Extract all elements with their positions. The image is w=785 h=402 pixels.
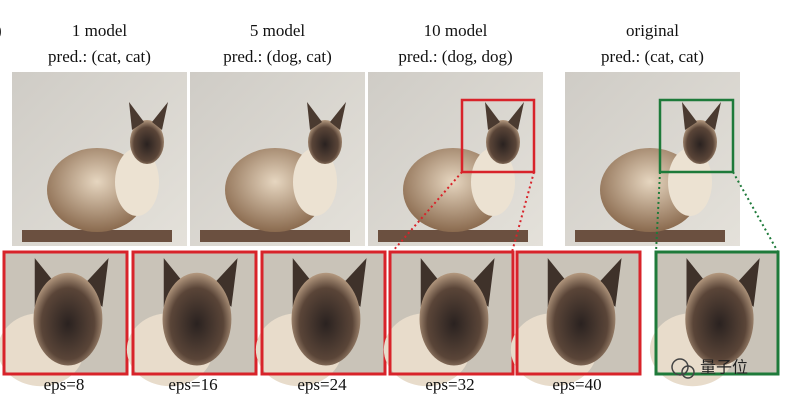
crop-image bbox=[126, 250, 258, 387]
crop-face bbox=[162, 272, 232, 366]
cat-ear bbox=[508, 102, 524, 130]
column-title: original bbox=[626, 21, 679, 40]
cat-head bbox=[130, 120, 164, 164]
shelf bbox=[378, 230, 528, 242]
prediction-label: pred.: (dog, dog) bbox=[398, 47, 512, 66]
cat-ear bbox=[485, 102, 500, 130]
crop-image bbox=[0, 250, 129, 387]
cat-chest bbox=[115, 148, 159, 216]
cat-ear bbox=[152, 102, 168, 130]
watermark: 量子位 bbox=[700, 358, 748, 377]
crop-border bbox=[260, 250, 387, 376]
cat-ear bbox=[330, 102, 346, 130]
crop-image bbox=[255, 250, 387, 387]
cat-chest bbox=[293, 148, 337, 216]
crop-face bbox=[291, 272, 361, 366]
eps-label: eps=24 bbox=[297, 375, 347, 394]
shelf bbox=[200, 230, 350, 242]
crop-ear bbox=[593, 258, 622, 307]
watermark-icon bbox=[681, 365, 695, 379]
connector bbox=[511, 171, 535, 253]
crop-border bbox=[654, 250, 780, 376]
shelf bbox=[22, 230, 172, 242]
crop-border bbox=[131, 250, 258, 376]
crop-face bbox=[546, 272, 616, 366]
cat-chest bbox=[668, 148, 712, 216]
crop-image bbox=[510, 250, 642, 387]
cat-head bbox=[486, 120, 520, 164]
crop-ear bbox=[209, 258, 238, 307]
crop-image bbox=[649, 250, 780, 387]
cat-photo bbox=[12, 72, 187, 246]
crop-ear bbox=[338, 258, 367, 307]
cat-chest bbox=[471, 148, 515, 216]
watermark-icon bbox=[671, 358, 689, 376]
crop-ear bbox=[80, 258, 109, 307]
column-title: 1 model bbox=[72, 21, 128, 40]
crop-image bbox=[383, 250, 515, 387]
cat-photo bbox=[368, 72, 543, 246]
cat-ear bbox=[682, 102, 697, 130]
column-title: 10 model bbox=[424, 21, 488, 40]
crop-ear bbox=[466, 258, 495, 307]
eps-label: eps=8 bbox=[44, 375, 85, 394]
highlight-box bbox=[658, 98, 735, 174]
crop-border bbox=[388, 250, 515, 376]
panel-label: ) bbox=[0, 21, 2, 40]
cat-photo bbox=[565, 72, 740, 246]
shelf bbox=[575, 230, 725, 242]
crop-face bbox=[419, 272, 489, 366]
highlight-box bbox=[460, 98, 536, 174]
prediction-label: pred.: (dog, cat) bbox=[223, 47, 332, 66]
crop-ear bbox=[731, 258, 760, 307]
cat-ear bbox=[705, 102, 721, 130]
crop-face bbox=[33, 272, 103, 366]
eps-label: eps=40 bbox=[552, 375, 601, 394]
cat-photo bbox=[190, 72, 365, 246]
prediction-label: pred.: (cat, cat) bbox=[48, 47, 151, 66]
connector bbox=[655, 171, 661, 253]
crop-border bbox=[2, 250, 129, 376]
cat-head bbox=[683, 120, 717, 164]
cat-ear bbox=[307, 102, 322, 130]
connector bbox=[732, 171, 779, 253]
eps-label: eps=16 bbox=[168, 375, 217, 394]
crop-border bbox=[515, 250, 642, 376]
cat-ear bbox=[129, 102, 144, 130]
crop-face bbox=[685, 272, 754, 366]
cat-head bbox=[308, 120, 342, 164]
prediction-label: pred.: (cat, cat) bbox=[601, 47, 704, 66]
eps-label: eps=32 bbox=[425, 375, 474, 394]
column-title: 5 model bbox=[250, 21, 306, 40]
